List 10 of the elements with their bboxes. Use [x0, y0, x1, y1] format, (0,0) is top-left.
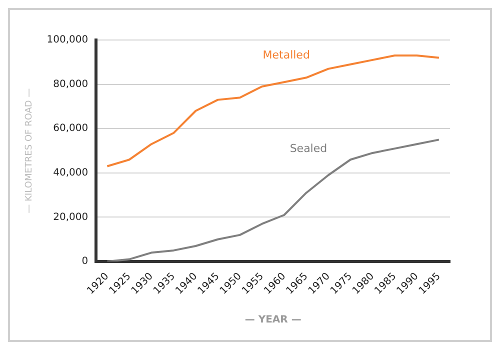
series-label: Sealed [290, 142, 328, 155]
y-tick-label: 80,000 [53, 78, 88, 90]
series-label: Metalled [262, 48, 310, 62]
y-tick-label: 0 [82, 256, 88, 268]
y-tick-label: 40,000 [53, 168, 88, 179]
x-axis-title: — YEAR — [244, 314, 302, 326]
y-tick-label: 20,000 [53, 212, 88, 223]
y-tick-label: 60,000 [53, 123, 88, 134]
y-axis-title: — KILOMETRES OF ROAD — [24, 88, 35, 214]
y-tick-label: 100,000 [46, 34, 88, 46]
